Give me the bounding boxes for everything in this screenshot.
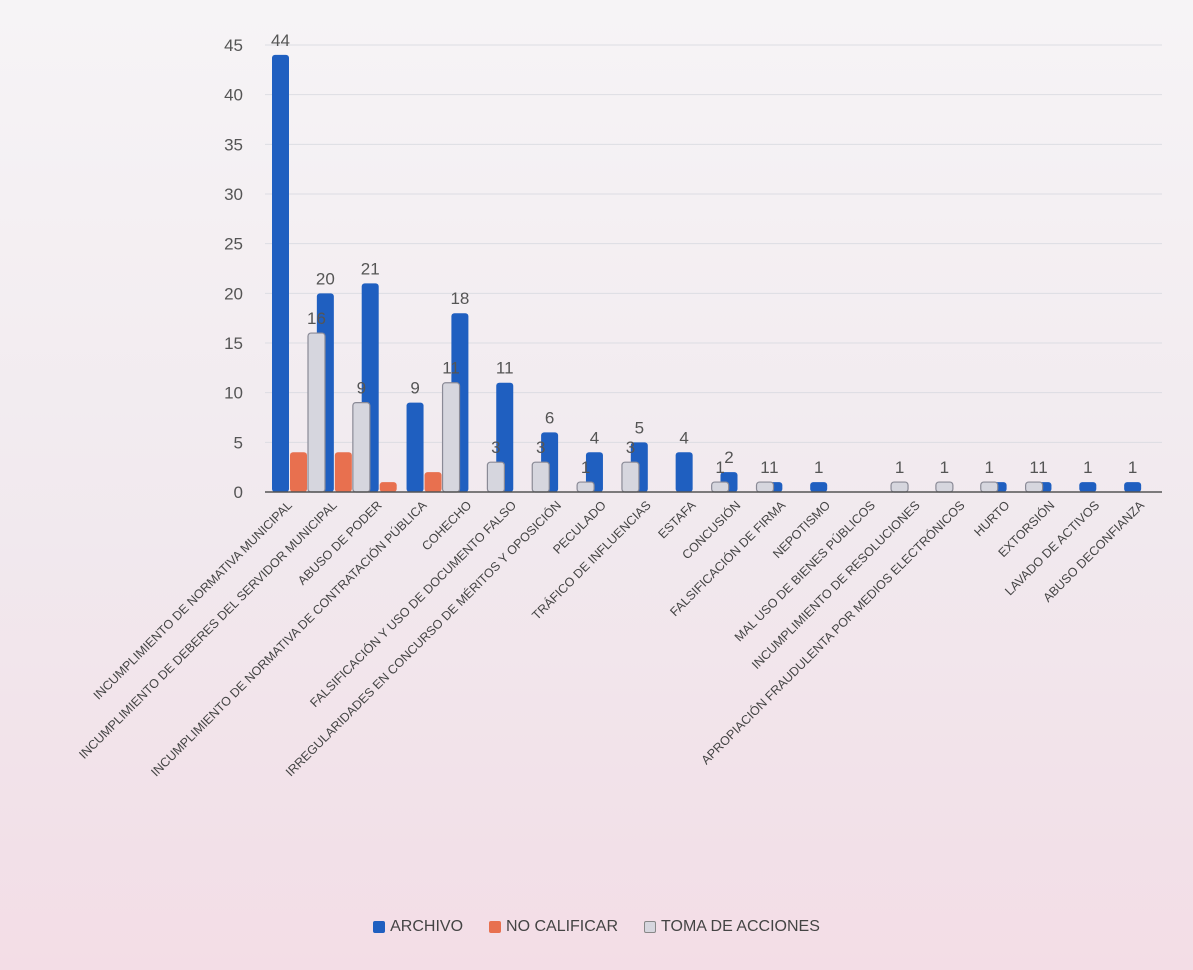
y-tick-label: 40 [224,86,243,105]
bar-toma-de-acciones-15 [980,481,999,493]
data-label: 1 [814,458,823,477]
bar-archivo-18 [1079,482,1097,492]
bar-toma-de-acciones-0 [307,332,326,493]
data-label: 11 [496,359,514,378]
data-label: 21 [361,259,380,278]
data-label: 3 [491,438,500,457]
data-label: 3 [626,438,635,457]
bar-archivo-12 [810,482,828,492]
y-tick-label: 10 [224,384,243,403]
y-axis-ticks: 0 5 10 15 20 25 30 35 40 45 [224,36,243,502]
data-label: 1 [769,458,778,477]
data-label: 2 [724,448,733,467]
bar-toma-de-acciones-3 [441,382,461,493]
y-tick-label: 30 [224,185,243,204]
category-label: HURTO [972,498,1013,539]
data-label: 1 [581,458,590,477]
data-label: 3 [536,438,545,457]
bar-archivo-0 [272,54,289,492]
category-labels: INCUMPLIMIENTO DE NORMATIVA MUNICIPALINC… [76,497,1147,779]
bar-no-calificar-0 [290,452,307,492]
bars [272,54,1142,493]
bar-toma-de-acciones-16 [1024,481,1044,493]
legend-swatch-archivo [373,921,386,933]
bar-archivo-9 [675,452,693,492]
category-label: ABUSO DE PODER [295,498,384,587]
y-tick-label: 5 [234,433,243,452]
bar-toma-de-acciones-5 [531,461,550,493]
data-label: 9 [357,379,366,398]
legend-label-archivo: ARCHIVO [390,918,464,935]
data-label: 18 [450,289,469,308]
data-label: 44 [271,31,290,50]
data-label: 1 [895,458,904,477]
category-label: FALSIFICACIÓN Y USO DE DOCUMENTO FALSO [307,497,520,710]
legend-item-archivo: ARCHIVO [373,918,463,936]
category-label: INCUMPLIMIENTO DE RESOLUCIONES [749,498,923,672]
category-label: ESTAFA [655,498,699,542]
y-tick-label: 45 [224,36,243,55]
bar-toma-de-acciones-1 [352,402,371,493]
bar-toma-de-acciones-10 [755,481,775,493]
bar-no-calificar-1 [334,452,352,492]
legend-swatch-toma-de-acciones [644,921,657,933]
y-tick-label: 0 [234,483,243,502]
bar-no-calificar-2 [379,482,397,492]
data-label: 11 [442,359,460,378]
bar-toma-de-acciones-7 [621,461,640,493]
data-label: 1 [985,458,994,477]
data-label: 1 [1128,458,1137,477]
data-label: 6 [545,408,554,427]
data-label: 20 [316,269,335,288]
data-label: 1 [1029,458,1038,477]
bar-toma-de-acciones-4 [486,461,505,493]
y-tick-label: 35 [224,135,243,154]
bar-no-calificar-3 [424,472,442,492]
data-label: 1 [1038,458,1047,477]
legend: ARCHIVO NO CALIFICAR TOMA DE ACCIONES [0,918,1193,936]
y-tick-label: 15 [224,334,243,353]
legend-label-no-calificar: NO CALIFICAR [506,918,619,935]
data-label: 4 [679,428,688,447]
legend-label-toma-de-acciones: TOMA DE ACCIONES [661,918,820,935]
data-label: 4 [590,428,599,447]
data-label: 16 [307,309,326,328]
bar-toma-de-acciones-9 [711,481,730,493]
data-label: 1 [760,458,769,477]
legend-item-toma-de-acciones: TOMA DE ACCIONES [644,918,820,936]
y-tick-label: 20 [224,284,243,303]
data-label: 1 [715,458,724,477]
gridlines [265,44,1162,443]
legend-swatch-no-calificar [489,921,502,933]
bar-toma-de-acciones-6 [576,481,595,493]
data-label: 5 [635,418,644,437]
data-label: 1 [940,458,949,477]
y-tick-label: 25 [224,235,243,254]
bar-toma-de-acciones-13 [890,481,909,493]
bar-toma-de-acciones-14 [935,481,954,493]
data-label: 9 [410,379,419,398]
bar-archivo-19 [1124,482,1142,492]
data-label: 1 [1083,458,1092,477]
bar-archivo-3 [406,402,424,492]
legend-item-no-calificar: NO CALIFICAR [489,918,618,936]
